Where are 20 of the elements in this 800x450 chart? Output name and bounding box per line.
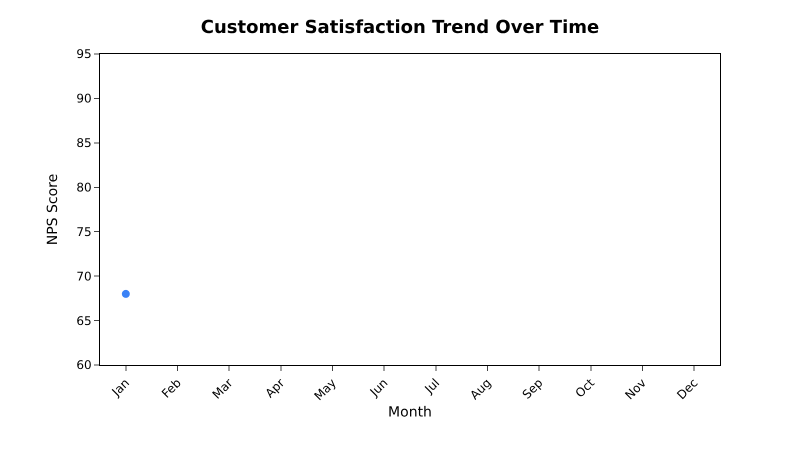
x-tick-label: Sep [520,376,546,402]
y-tick-label: 70 [76,269,92,284]
x-tick-label: Apr [262,376,288,400]
x-tick-label: Dec [674,376,701,402]
x-tick-label: Jul [421,376,442,397]
y-tick-label: 60 [76,358,92,372]
x-tick-label: Jan [108,376,132,400]
y-tick-label: 80 [76,180,92,194]
x-tick-label: Feb [158,376,184,401]
chart-title: Customer Satisfaction Trend Over Time [200,16,600,38]
x-tick-label: Oct [572,376,598,400]
x-tick-label: Jun [366,376,391,400]
y-tick-label: 65 [76,314,92,328]
y-tick-label: 75 [76,224,92,239]
y-axis-title: NPS Score [44,174,61,246]
x-axis-title: Month [388,404,432,421]
y-tick-label: 85 [76,136,92,150]
x-tick-label: Mar [210,376,236,402]
y-tick-label: 95 [76,47,92,62]
y-tick-label: 90 [76,92,92,106]
